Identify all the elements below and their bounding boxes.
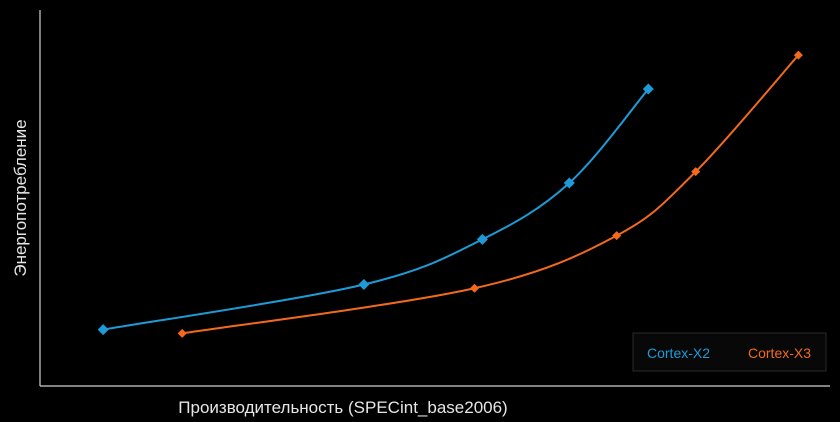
x-axis-label: Производительность (SPECint_base2006) xyxy=(178,398,507,417)
data-point-cortex-x2-1 xyxy=(97,324,109,336)
data-point-cortex-x3-2 xyxy=(470,283,479,293)
data-point-cortex-x3-5 xyxy=(793,50,803,60)
legend-box xyxy=(632,332,827,372)
legend-label-cortex-x3: Cortex-X3 xyxy=(748,345,811,361)
y-axis-label: Энергопотребление xyxy=(11,119,30,276)
data-point-cortex-x3-1 xyxy=(177,328,187,338)
data-point-cortex-x2-5 xyxy=(642,83,654,95)
legend-label-cortex-x2: Cortex-X2 xyxy=(647,345,710,361)
data-point-cortex-x2-4 xyxy=(563,177,575,189)
series-layer xyxy=(97,50,803,338)
data-point-cortex-x2-2 xyxy=(358,278,370,290)
series-line-cortex-x3 xyxy=(182,54,800,335)
data-point-cortex-x3-4 xyxy=(691,167,701,177)
series-line-cortex-x2 xyxy=(103,88,650,331)
data-point-cortex-x2-3 xyxy=(476,233,488,245)
data-point-cortex-x3-3 xyxy=(612,231,622,241)
legend: Cortex-X2 Cortex-X3 xyxy=(632,332,827,372)
